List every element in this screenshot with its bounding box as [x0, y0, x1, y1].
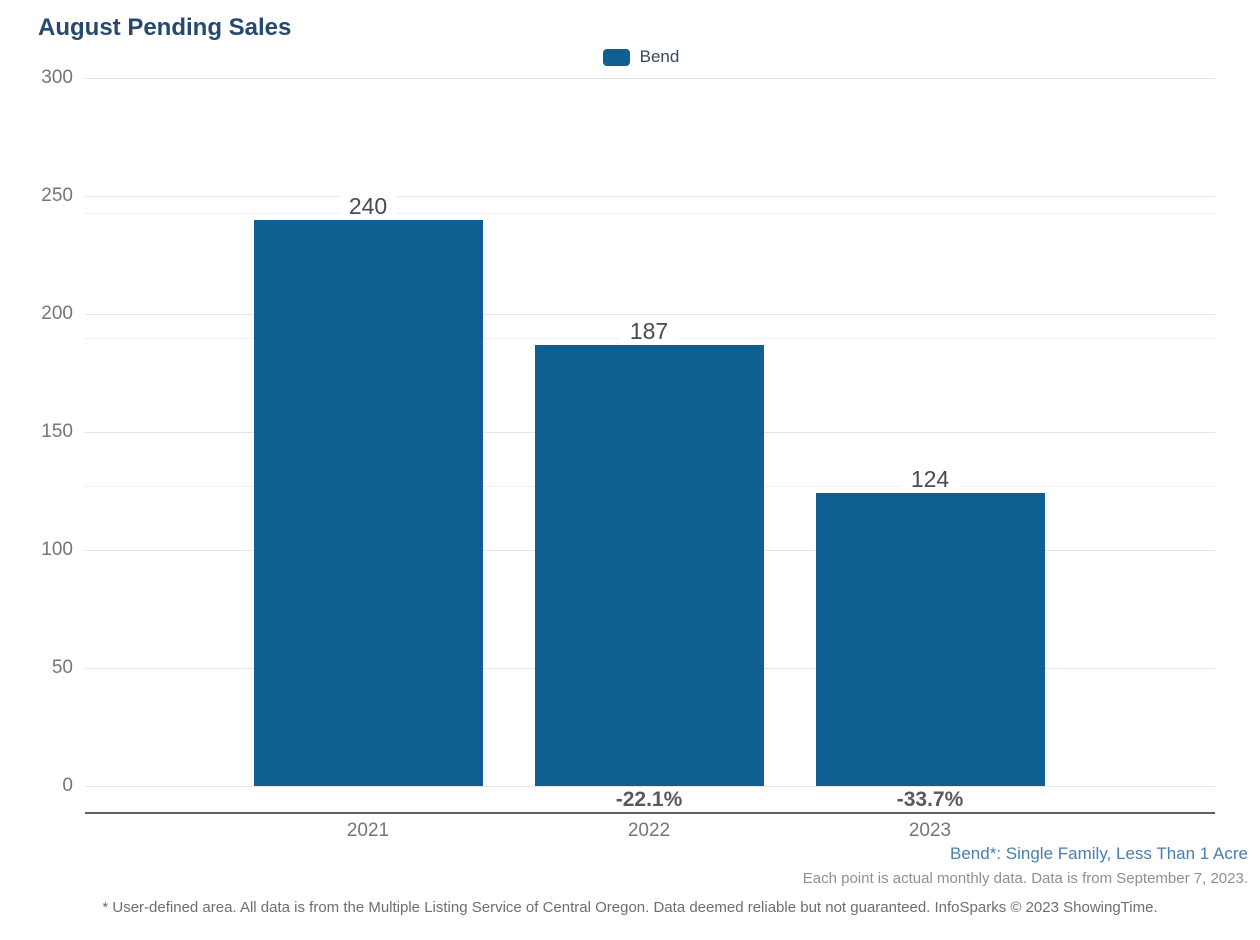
bar-2023[interactable]	[815, 493, 1045, 786]
legend-series-swatch-icon	[602, 48, 630, 66]
y-axis-tick-label: 200	[41, 303, 73, 324]
gridline-250	[85, 196, 1215, 197]
gridline-0	[85, 786, 1215, 787]
x-axis-tick-label-2023: 2023	[908, 820, 952, 841]
y-axis-tick-label: 250	[41, 185, 73, 206]
legend: Bend	[0, 47, 1260, 67]
y-axis-tick-label: 100	[41, 539, 73, 560]
disclaimer-footer: * User-defined area. All data is from th…	[102, 899, 1158, 916]
x-axis-tick-label-2022: 2022	[627, 820, 671, 841]
y-axis-tick-label: 50	[51, 657, 73, 678]
legend-item-bend[interactable]: Bend	[602, 47, 680, 67]
bar-value-label: 187	[619, 317, 679, 345]
pct-change-label: -33.7%	[896, 788, 964, 811]
bar-value-label: 240	[338, 192, 398, 220]
gridline-300	[85, 78, 1215, 79]
value-leader-line	[85, 212, 1215, 214]
x-axis-line	[85, 812, 1215, 814]
x-axis-tick-label-2021: 2021	[346, 820, 390, 841]
legend-label: Bend	[639, 47, 680, 66]
series-definition-note: Bend*: Single Family, Less Than 1 Acre	[950, 844, 1248, 863]
data-source-note: Each point is actual monthly data. Data …	[802, 870, 1248, 887]
bar-2021[interactable]	[253, 219, 483, 786]
bar-value-label: 124	[900, 466, 960, 494]
pct-change-label: -22.1%	[615, 788, 683, 811]
bar-2022[interactable]	[534, 344, 764, 786]
y-axis-tick-label: 150	[41, 421, 73, 442]
y-axis-tick-label: 0	[62, 775, 73, 796]
chart-title: August Pending Sales	[38, 14, 292, 41]
y-axis-tick-label: 300	[41, 67, 73, 88]
gridline-200	[85, 314, 1215, 315]
